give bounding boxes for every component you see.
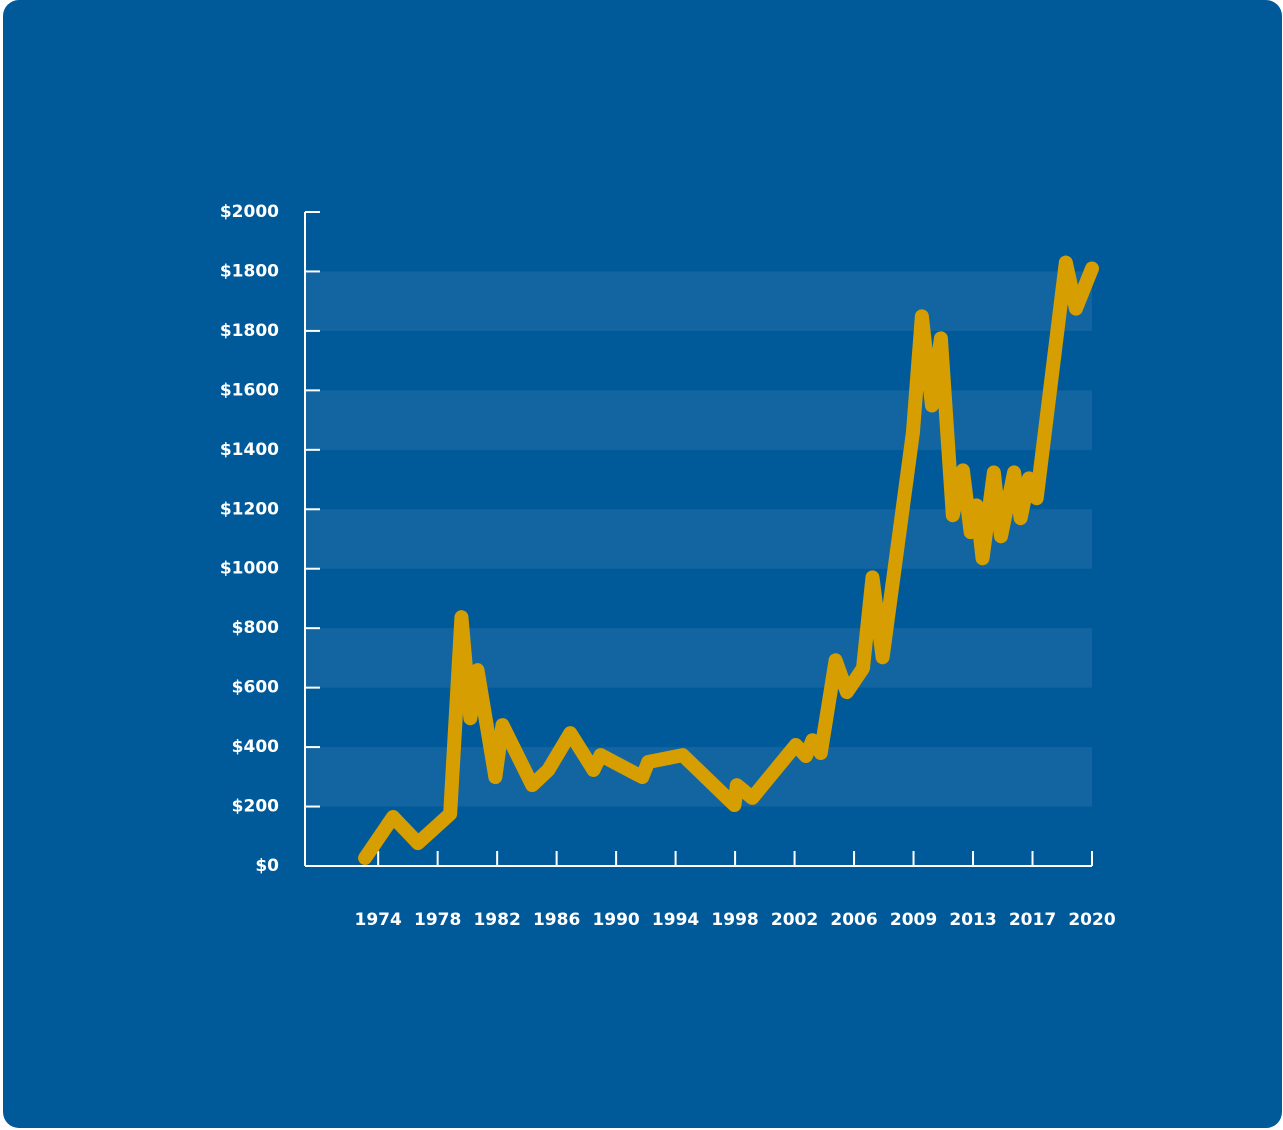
y-tick-label: $200 [232,797,279,817]
x-tick-label: 2017 [1009,910,1056,930]
x-tick-label: 2006 [830,910,877,930]
x-tick-label: 1986 [533,910,580,930]
x-tick-label: 2002 [771,910,818,930]
y-tick-label: $800 [232,618,279,638]
grid-band [305,509,1092,569]
y-tick-label: $1800 [220,261,279,281]
y-tick-label: $600 [232,678,279,698]
x-tick-label: 1974 [355,910,402,930]
grid-band [305,390,1092,450]
x-tick-label: 2020 [1068,910,1115,930]
x-tick-label: 1998 [711,910,758,930]
y-tick-label: $1200 [220,499,279,519]
y-tick-label: $1600 [220,380,279,400]
grid-band [305,271,1092,331]
y-tick-label: $0 [255,856,279,876]
x-tick-label: 1994 [652,910,699,930]
y-tick-label: $1000 [220,559,279,579]
grid-band [305,628,1092,688]
price-line [358,255,1099,865]
card [3,0,1282,1128]
x-tick-label: 1978 [414,910,461,930]
y-tick-label: $2000 [220,202,279,222]
x-tick-label: 1990 [592,910,639,930]
y-tick-label: $1800 [220,321,279,341]
x-tick-label: 2013 [949,910,996,930]
x-tick-label: 2009 [890,910,937,930]
y-tick-label: $400 [232,737,279,757]
y-tick-label: $1400 [220,440,279,460]
x-tick-label: 1982 [473,910,520,930]
